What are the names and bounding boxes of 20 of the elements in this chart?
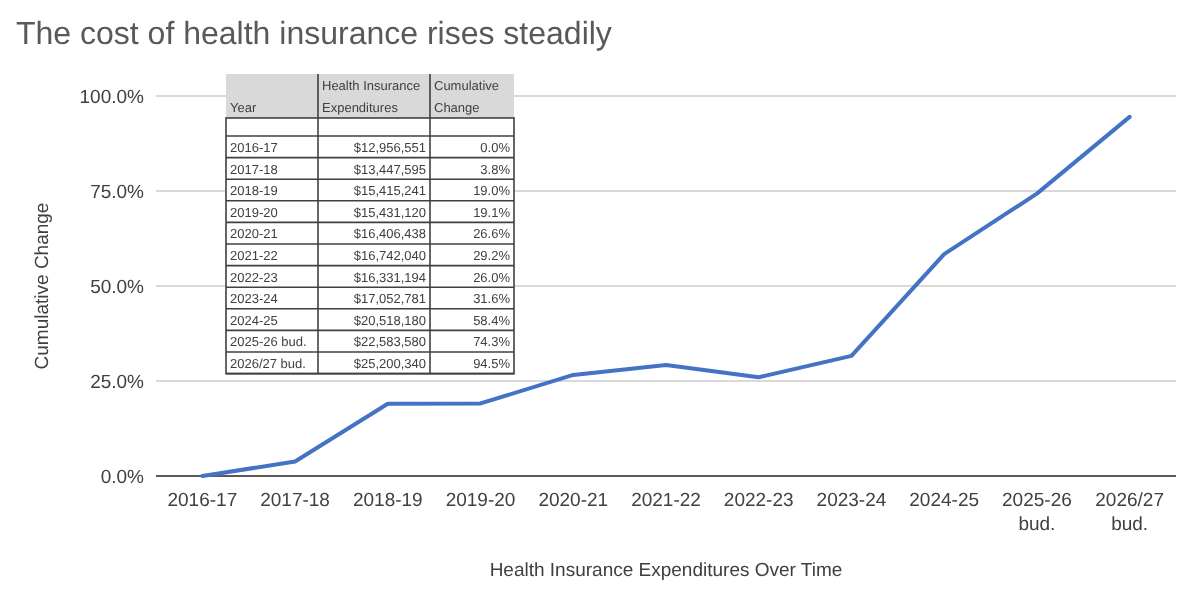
- chart-title: The cost of health insurance rises steadily: [16, 18, 612, 52]
- x-tick-label: 2022-23: [723, 490, 794, 512]
- x-axis-title: Health Insurance Expenditures Over Time: [489, 560, 843, 582]
- x-tick-label: 2020-21: [538, 490, 609, 512]
- x-tick-label: 2016-17: [167, 490, 238, 512]
- y-axis-title: Cumulative Change: [32, 202, 54, 370]
- y-tick-label: 100.0%: [79, 86, 146, 109]
- y-tick-label: 0.0%: [100, 466, 146, 489]
- x-tick-label: 2026/27 bud.: [1095, 490, 1164, 536]
- line-series: [200, 114, 1132, 478]
- x-tick-label: 2019-20: [445, 490, 516, 512]
- x-tick-label: 2023-24: [816, 490, 887, 512]
- y-tick-label: 75.0%: [90, 181, 146, 204]
- y-tick-label: 25.0%: [90, 371, 146, 394]
- x-tick-label: 2018-19: [352, 490, 423, 512]
- x-tick-label: 2024-25: [909, 490, 980, 512]
- y-tick-label: 50.0%: [90, 276, 146, 299]
- x-tick-label: 2017-18: [260, 490, 330, 512]
- x-tick-label: 2025-26 bud.: [1002, 490, 1072, 536]
- x-tick-label: 2021-22: [631, 490, 701, 512]
